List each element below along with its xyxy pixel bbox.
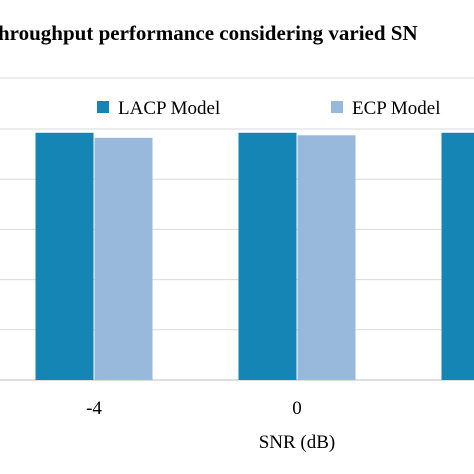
- bar: [94, 137, 153, 380]
- bar: [441, 132, 474, 380]
- bars: [35, 132, 474, 380]
- x-tick-label: 0: [292, 398, 302, 419]
- bar: [238, 132, 297, 380]
- legend: LACP Model ECP Model: [97, 98, 441, 119]
- legend-swatch: [331, 101, 343, 113]
- bar: [297, 135, 356, 380]
- x-tick-label: -4: [86, 398, 102, 419]
- x-axis-label: SNR (dB): [259, 432, 336, 453]
- x-tick-labels: -4 0: [86, 398, 302, 419]
- legend-label: ECP Model: [352, 98, 441, 119]
- chart-title: hroughput performance considering varied…: [0, 21, 418, 45]
- legend-label: LACP Model: [118, 98, 220, 119]
- bar: [35, 132, 94, 380]
- legend-swatch: [97, 101, 109, 113]
